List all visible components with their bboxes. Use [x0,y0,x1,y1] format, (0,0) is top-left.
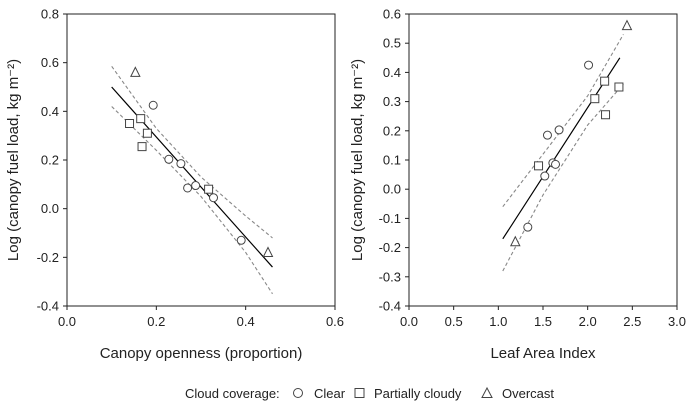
data-point-partially-cloudy [136,114,146,124]
confidence-band-upper [111,65,273,239]
y-tick-label: 0.2 [41,153,59,168]
x-tick-label: 1.0 [489,314,507,329]
x-tick-label: 0.0 [400,314,418,329]
y-tick-label: 0.6 [383,7,401,22]
data-point-clear [164,154,174,164]
y-tick-label: -0.2 [37,250,59,265]
data-point-partially-cloudy [601,110,611,120]
legend-label-clear: Clear [314,386,346,401]
data-point-clear [523,222,533,232]
chart-leaf-area-index: 0.0 0.5 1.0 1.5 2.0 2.5 3.0 -0.4 -0.3 -0.2 -0.1 0.0… [349,7,686,363]
y-axis-title: Log (canopy fuel load, kg m⁻²) [5,59,22,261]
data-point-clear [542,130,552,140]
data-point-overcast [262,246,274,257]
data-point-clear [584,60,594,70]
x-tick-label: 1.5 [534,314,552,329]
confidence-band-lower [111,106,273,295]
data-point-partially-cloudy [125,119,135,128]
y-tick-label: -0.4 [379,299,401,314]
data-point-overcast [621,19,633,31]
data-point-partially-cloudy [614,82,624,92]
y-tick-label: 0.5 [383,36,401,51]
data-point-clear [554,125,564,135]
confidence-band-lower [502,83,624,272]
triangle-marker-icon [481,386,493,398]
x-tick-label: 0.6 [326,314,344,329]
data-point-clear [209,193,219,203]
legend-title: Cloud coverage: [185,386,280,401]
confidence-band-upper [502,34,624,208]
regression-line [111,86,273,268]
data-point-clear [148,100,158,110]
y-tick-label: 0.1 [383,153,401,168]
y-tick-label: -0.2 [379,240,401,255]
data-point-overcast [509,235,521,247]
x-tick-label: 2.5 [623,314,641,329]
data-point-partially-cloudy [600,76,610,86]
data-point-clear [540,171,550,181]
plot-area-frame [408,13,678,307]
y-tick-label: 0.6 [41,55,59,70]
data-point-partially-cloudy [590,94,600,104]
x-tick-label: 2.0 [579,314,597,329]
legend-item-clear: Clear [293,386,346,401]
x-tick-label: 0.4 [237,314,255,329]
x-axis-title: Leaf Area Index [490,345,596,362]
y-tick-label: -0.4 [37,299,59,314]
data-point-clear [176,159,186,169]
legend-label-overcast: Overcast [502,386,554,401]
y-axis-title: Log (canopy fuel load, kg m⁻²) [349,59,366,261]
plot-area-frame [66,13,336,307]
data-point-partially-cloudy [204,184,214,194]
y-tick-label: 0.3 [383,94,401,109]
regression-line [502,57,621,240]
legend-label-partially-cloudy: Partially cloudy [374,386,462,401]
data-point-clear [191,181,201,191]
y-tick-label: 0.2 [383,123,401,138]
y-tick-label: 0.4 [41,104,59,119]
chart-canopy-openness: 0.0 0.2 0.4 0.6 -0.4 -0.2 0.0 0.2 0.4 0.6 0.8 Cano… [5,7,344,363]
y-tick-label: -0.3 [379,269,401,284]
y-tick-label: 0.0 [41,201,59,216]
x-axis-title: Canopy openness (proportion) [100,345,303,362]
data-point-clear [236,235,246,245]
data-point-clear [551,159,561,169]
legend-item-overcast: Overcast [481,386,554,401]
data-point-partially-cloudy [137,142,147,152]
x-tick-label: 0.2 [147,314,165,329]
data-point-clear [183,183,193,193]
legend-item-partially-cloudy: Partially cloudy [354,386,462,401]
y-tick-label: -0.1 [379,211,401,226]
x-tick-label: 3.0 [668,314,686,329]
y-tick-label: 0.8 [41,7,59,22]
circle-marker-icon [293,388,303,398]
legend: Cloud coverage: Clear Partially cloudy O… [185,386,554,401]
x-tick-label: 0.5 [445,314,463,329]
data-point-partially-cloudy [142,128,152,138]
square-marker-icon [354,388,365,398]
x-tick-label: 0.0 [58,314,76,329]
y-tick-label: 0.0 [383,182,401,197]
data-point-overcast [130,66,141,77]
y-tick-label: 0.4 [383,65,401,80]
data-point-partially-cloudy [534,161,544,171]
